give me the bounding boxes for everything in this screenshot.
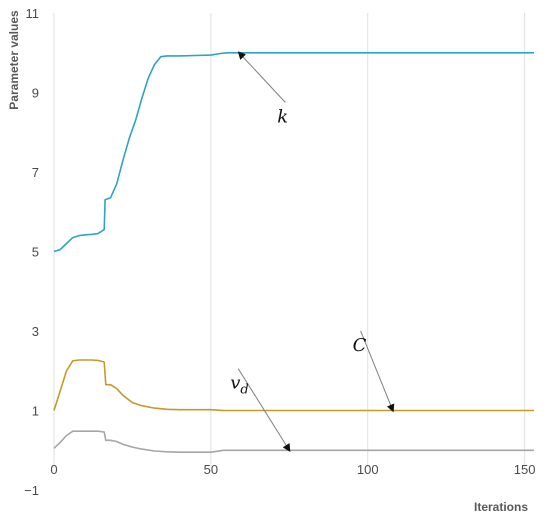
annotation-label-C: C	[353, 335, 367, 356]
x-axis-title: Iterations	[474, 500, 528, 514]
x-tick-label-100: 100	[357, 462, 379, 477]
y-axis-title: Parameter values	[7, 10, 21, 110]
annotation-arrow-k	[237, 51, 286, 103]
y-tick-label--1: −1	[24, 483, 39, 498]
y-tick-label-9: 9	[32, 86, 39, 101]
y-axis-ticks: −1 1 3 5 7 9 11	[24, 6, 39, 498]
annotation-subscript-v-d: d	[240, 383, 248, 398]
series-line-C	[53, 359, 534, 412]
annotation-arrow-C	[360, 330, 395, 413]
series-line-k	[53, 51, 534, 253]
series-group	[53, 51, 534, 454]
y-tick-label-11: 11	[26, 6, 40, 21]
annotations: k Cvd	[230, 51, 395, 452]
annotation-label-k: k	[277, 106, 288, 127]
x-axis-ticks: 0 50 100 150	[50, 462, 535, 477]
series-line-v-d	[53, 430, 534, 454]
x-tick-label-150: 150	[514, 462, 536, 477]
y-tick-label-5: 5	[32, 245, 39, 260]
y-tick-label-3: 3	[32, 324, 39, 339]
y-tick-label-1: 1	[32, 404, 39, 419]
x-tick-label-50: 50	[204, 462, 218, 477]
grid	[53, 13, 526, 468]
y-tick-label-7: 7	[32, 165, 39, 180]
x-tick-label-0: 0	[50, 462, 57, 477]
annotation-label-v-d: vd	[230, 373, 249, 398]
annotation-arrow-v-d	[237, 368, 291, 452]
